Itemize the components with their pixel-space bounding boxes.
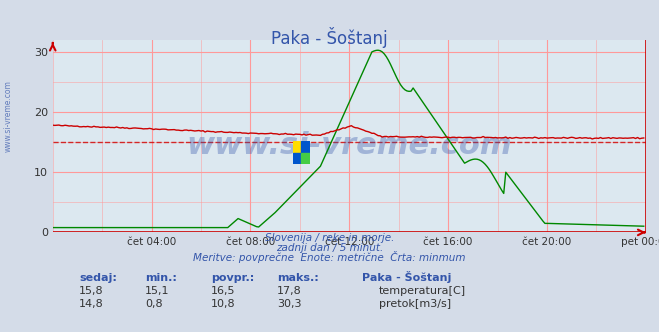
Text: zadnji dan / 5 minut.: zadnji dan / 5 minut. (276, 243, 383, 253)
Text: Paka - Šoštanj: Paka - Šoštanj (362, 271, 452, 283)
Text: 15,8: 15,8 (79, 286, 103, 296)
Text: 16,5: 16,5 (211, 286, 235, 296)
Text: 17,8: 17,8 (277, 286, 302, 296)
Text: Paka - Šoštanj: Paka - Šoštanj (272, 27, 387, 47)
Text: 14,8: 14,8 (79, 299, 104, 309)
Bar (302, 141, 310, 153)
Text: maks.:: maks.: (277, 273, 318, 283)
Text: 30,3: 30,3 (277, 299, 301, 309)
Text: 0,8: 0,8 (145, 299, 163, 309)
Bar (293, 141, 302, 153)
Text: sedaj:: sedaj: (79, 273, 117, 283)
Bar (293, 153, 302, 164)
Text: www.si-vreme.com: www.si-vreme.com (3, 80, 13, 152)
Text: pretok[m3/s]: pretok[m3/s] (379, 299, 451, 309)
Text: min.:: min.: (145, 273, 177, 283)
Text: Slovenija / reke in morje.: Slovenija / reke in morje. (265, 233, 394, 243)
Text: Meritve: povprečne  Enote: metrične  Črta: minmum: Meritve: povprečne Enote: metrične Črta:… (193, 251, 466, 263)
Text: 15,1: 15,1 (145, 286, 169, 296)
Text: povpr.:: povpr.: (211, 273, 254, 283)
Text: 10,8: 10,8 (211, 299, 235, 309)
Text: www.si-vreme.com: www.si-vreme.com (186, 131, 512, 160)
Text: temperatura[C]: temperatura[C] (379, 286, 466, 296)
Bar (302, 153, 310, 164)
